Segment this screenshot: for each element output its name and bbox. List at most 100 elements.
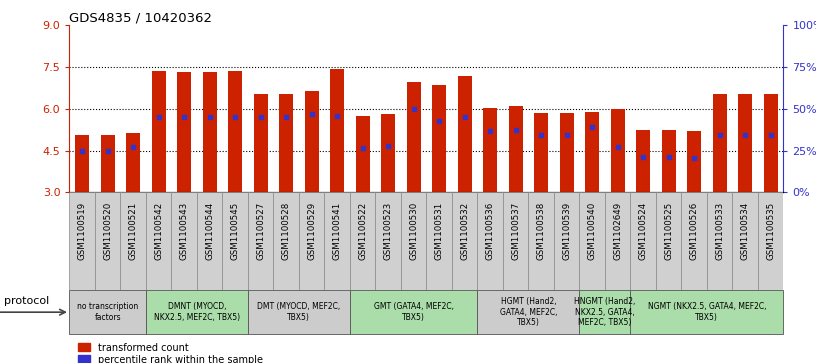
Bar	[687, 131, 701, 192]
FancyBboxPatch shape	[452, 192, 477, 290]
Text: GSM1100543: GSM1100543	[180, 202, 188, 260]
FancyBboxPatch shape	[146, 192, 171, 290]
FancyBboxPatch shape	[69, 290, 146, 334]
Bar	[356, 116, 370, 192]
Text: GSM1100519: GSM1100519	[78, 202, 86, 260]
Bar	[177, 72, 191, 192]
Text: GSM1102649: GSM1102649	[613, 202, 622, 260]
FancyBboxPatch shape	[477, 192, 503, 290]
FancyBboxPatch shape	[579, 290, 630, 334]
FancyBboxPatch shape	[197, 192, 222, 290]
FancyBboxPatch shape	[707, 192, 733, 290]
FancyBboxPatch shape	[95, 192, 121, 290]
FancyBboxPatch shape	[426, 192, 452, 290]
FancyBboxPatch shape	[273, 192, 299, 290]
Bar	[381, 114, 395, 192]
Text: GSM1100528: GSM1100528	[282, 202, 290, 260]
Bar	[585, 112, 599, 192]
Text: GSM1100542: GSM1100542	[154, 202, 163, 260]
Text: GSM1100520: GSM1100520	[103, 202, 112, 260]
FancyBboxPatch shape	[375, 192, 401, 290]
Text: GSM1100537: GSM1100537	[511, 202, 520, 260]
FancyBboxPatch shape	[681, 192, 707, 290]
Bar	[432, 85, 446, 192]
FancyBboxPatch shape	[758, 192, 783, 290]
Text: GSM1100526: GSM1100526	[690, 202, 698, 260]
Bar	[152, 72, 166, 192]
Bar	[279, 94, 293, 192]
Text: GSM1100524: GSM1100524	[639, 202, 648, 260]
FancyBboxPatch shape	[350, 290, 477, 334]
FancyBboxPatch shape	[69, 192, 95, 290]
FancyBboxPatch shape	[121, 192, 146, 290]
Text: GSM1100522: GSM1100522	[358, 202, 367, 260]
FancyBboxPatch shape	[222, 192, 248, 290]
Bar	[508, 106, 522, 192]
Text: GSM1100527: GSM1100527	[256, 202, 265, 260]
FancyBboxPatch shape	[350, 192, 375, 290]
Text: DMT (MYOCD, MEF2C,
TBX5): DMT (MYOCD, MEF2C, TBX5)	[257, 302, 340, 322]
FancyBboxPatch shape	[146, 290, 248, 334]
Bar	[202, 72, 216, 192]
Text: GSM1100532: GSM1100532	[460, 202, 469, 260]
Text: no transcription
factors: no transcription factors	[77, 302, 138, 322]
Text: DMNT (MYOCD,
NKX2.5, MEF2C, TBX5): DMNT (MYOCD, NKX2.5, MEF2C, TBX5)	[153, 302, 240, 322]
FancyBboxPatch shape	[529, 192, 554, 290]
Text: NGMT (NKX2.5, GATA4, MEF2C,
TBX5): NGMT (NKX2.5, GATA4, MEF2C, TBX5)	[648, 302, 766, 322]
Bar	[100, 135, 114, 192]
Text: GMT (GATA4, MEF2C,
TBX5): GMT (GATA4, MEF2C, TBX5)	[374, 302, 454, 322]
FancyBboxPatch shape	[248, 290, 350, 334]
Bar	[330, 69, 344, 192]
FancyBboxPatch shape	[630, 192, 656, 290]
Bar	[304, 91, 318, 192]
FancyBboxPatch shape	[579, 192, 605, 290]
FancyBboxPatch shape	[325, 192, 350, 290]
FancyBboxPatch shape	[401, 192, 426, 290]
FancyBboxPatch shape	[605, 192, 630, 290]
Bar	[75, 135, 89, 192]
Bar	[534, 113, 548, 192]
Bar	[406, 82, 420, 192]
FancyBboxPatch shape	[299, 192, 325, 290]
Bar	[254, 94, 268, 192]
Text: GSM1100539: GSM1100539	[562, 202, 571, 260]
Bar	[560, 113, 574, 192]
Text: GSM1100533: GSM1100533	[715, 202, 724, 260]
Bar	[764, 94, 778, 192]
Text: GSM1100534: GSM1100534	[741, 202, 750, 260]
Text: HGMT (Hand2,
GATA4, MEF2C,
TBX5): HGMT (Hand2, GATA4, MEF2C, TBX5)	[499, 297, 557, 327]
FancyBboxPatch shape	[554, 192, 579, 290]
FancyBboxPatch shape	[248, 192, 273, 290]
Text: GSM1100544: GSM1100544	[205, 202, 214, 260]
Bar	[662, 130, 676, 192]
Text: GSM1100536: GSM1100536	[486, 202, 494, 260]
Bar	[458, 76, 472, 192]
Text: GSM1100529: GSM1100529	[307, 202, 316, 260]
FancyBboxPatch shape	[171, 192, 197, 290]
Text: GSM1100523: GSM1100523	[384, 202, 392, 260]
Bar	[636, 130, 650, 192]
Bar	[228, 72, 242, 192]
Bar	[712, 94, 726, 192]
FancyBboxPatch shape	[477, 290, 579, 334]
FancyBboxPatch shape	[503, 192, 529, 290]
Bar	[483, 107, 497, 192]
Text: GSM1100540: GSM1100540	[588, 202, 596, 260]
Bar	[610, 109, 624, 192]
FancyBboxPatch shape	[630, 290, 783, 334]
Legend: transformed count, percentile rank within the sample: transformed count, percentile rank withi…	[74, 339, 267, 363]
Text: GSM1100531: GSM1100531	[435, 202, 444, 260]
Bar	[738, 94, 752, 192]
Text: GSM1100535: GSM1100535	[766, 202, 775, 260]
Text: GSM1100521: GSM1100521	[129, 202, 138, 260]
Text: GDS4835 / 10420362: GDS4835 / 10420362	[69, 11, 212, 24]
Text: GSM1100525: GSM1100525	[664, 202, 673, 260]
Bar	[126, 132, 140, 192]
Text: HNGMT (Hand2,
NKX2.5, GATA4,
MEF2C, TBX5): HNGMT (Hand2, NKX2.5, GATA4, MEF2C, TBX5…	[574, 297, 636, 327]
Text: GSM1100530: GSM1100530	[409, 202, 418, 260]
FancyBboxPatch shape	[733, 192, 758, 290]
Text: GSM1100545: GSM1100545	[231, 202, 240, 260]
Text: GSM1100538: GSM1100538	[537, 202, 546, 260]
FancyBboxPatch shape	[656, 192, 681, 290]
Text: GSM1100541: GSM1100541	[333, 202, 342, 260]
